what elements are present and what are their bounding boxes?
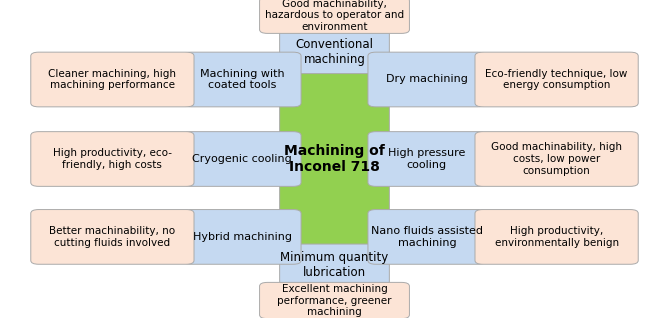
Text: Hybrid machining: Hybrid machining	[193, 232, 292, 242]
FancyBboxPatch shape	[368, 52, 486, 107]
Text: Better machinability, no
cutting fluids involved: Better machinability, no cutting fluids …	[50, 226, 175, 248]
FancyBboxPatch shape	[183, 52, 301, 107]
FancyBboxPatch shape	[31, 132, 194, 186]
Text: Eco-friendly technique, low
energy consumption: Eco-friendly technique, low energy consu…	[486, 69, 628, 90]
FancyBboxPatch shape	[368, 132, 486, 186]
FancyBboxPatch shape	[260, 282, 409, 318]
FancyBboxPatch shape	[475, 52, 638, 107]
FancyBboxPatch shape	[475, 132, 638, 186]
FancyBboxPatch shape	[280, 30, 389, 74]
Text: Dry machining: Dry machining	[386, 74, 468, 85]
FancyBboxPatch shape	[183, 210, 301, 264]
Text: Excellent machining
performance, greener
machining: Excellent machining performance, greener…	[277, 284, 392, 317]
Text: High productivity,
environmentally benign: High productivity, environmentally benig…	[494, 226, 619, 248]
Text: Machining of
Inconel 718: Machining of Inconel 718	[284, 144, 385, 174]
Text: Minimum quantity
lubrication: Minimum quantity lubrication	[280, 251, 389, 279]
FancyBboxPatch shape	[280, 66, 389, 252]
Text: Machining with
coated tools: Machining with coated tools	[200, 69, 284, 90]
Text: High pressure
cooling: High pressure cooling	[388, 148, 466, 170]
Text: Cleaner machining, high
machining performance: Cleaner machining, high machining perfor…	[48, 69, 177, 90]
Text: Nano fluids assisted
machining: Nano fluids assisted machining	[371, 226, 483, 248]
FancyBboxPatch shape	[280, 244, 389, 285]
FancyBboxPatch shape	[31, 52, 194, 107]
FancyBboxPatch shape	[368, 210, 486, 264]
FancyBboxPatch shape	[260, 0, 409, 33]
Text: Cryogenic cooling: Cryogenic cooling	[192, 154, 292, 164]
Text: Good machinability, high
costs, low power
consumption: Good machinability, high costs, low powe…	[491, 142, 622, 176]
FancyBboxPatch shape	[31, 210, 194, 264]
Text: Conventional
machining: Conventional machining	[296, 38, 373, 66]
Text: High productivity, eco-
friendly, high costs: High productivity, eco- friendly, high c…	[53, 148, 172, 170]
Text: Good machinability,
hazardous to operator and
environment: Good machinability, hazardous to operato…	[265, 0, 404, 32]
FancyBboxPatch shape	[475, 210, 638, 264]
FancyBboxPatch shape	[183, 132, 301, 186]
